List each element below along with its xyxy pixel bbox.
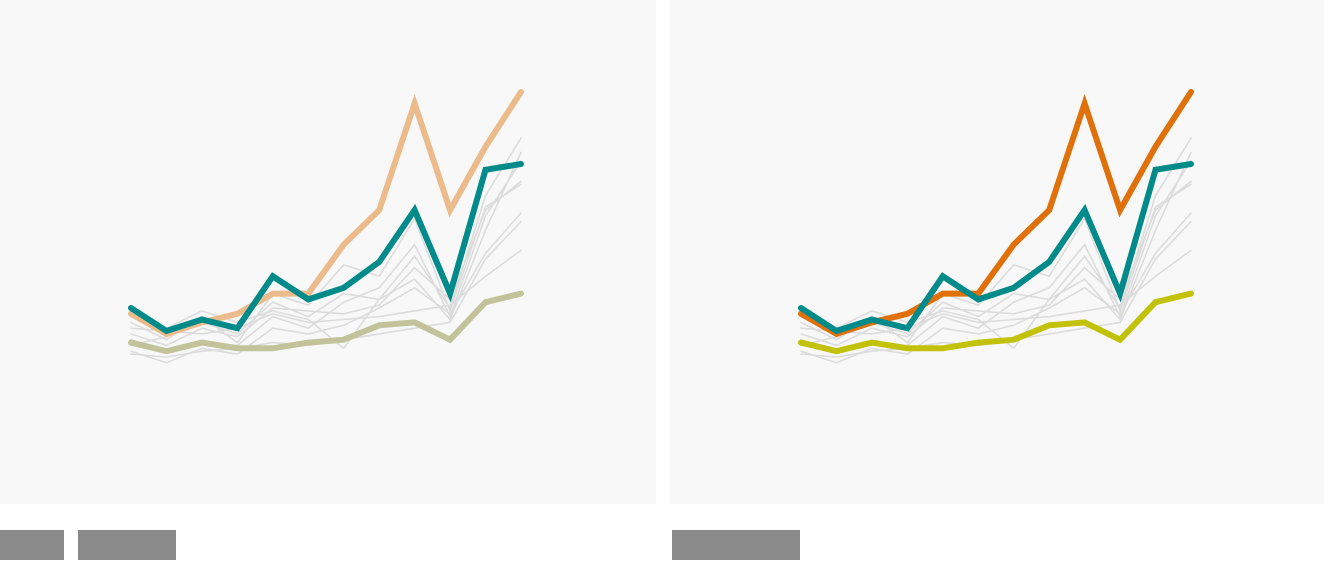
olive-series-line	[128, 290, 524, 355]
context-series-line	[800, 180, 1192, 347]
teal-series-line	[798, 161, 1194, 335]
right-caption-redacted	[672, 530, 802, 560]
teal-series-line	[128, 161, 524, 335]
context-series-line	[130, 249, 522, 335]
orange-series-line	[128, 89, 524, 338]
context-series-line	[800, 183, 1192, 344]
context-series-line	[130, 151, 522, 350]
left-line-chart	[128, 89, 524, 364]
left-caption-redacted	[0, 530, 180, 560]
redaction-bar	[78, 530, 176, 560]
context-series-line	[130, 183, 522, 344]
right-chart-panel	[670, 0, 1324, 504]
redaction-bar	[0, 530, 64, 560]
right-line-chart	[798, 89, 1194, 364]
orange-series-line	[798, 89, 1194, 338]
context-series-line	[800, 249, 1192, 335]
redaction-bar	[672, 530, 800, 560]
context-series-line	[130, 180, 522, 347]
olive-series-line	[798, 290, 1194, 355]
context-series-line	[800, 151, 1192, 350]
left-chart-panel	[0, 0, 656, 504]
